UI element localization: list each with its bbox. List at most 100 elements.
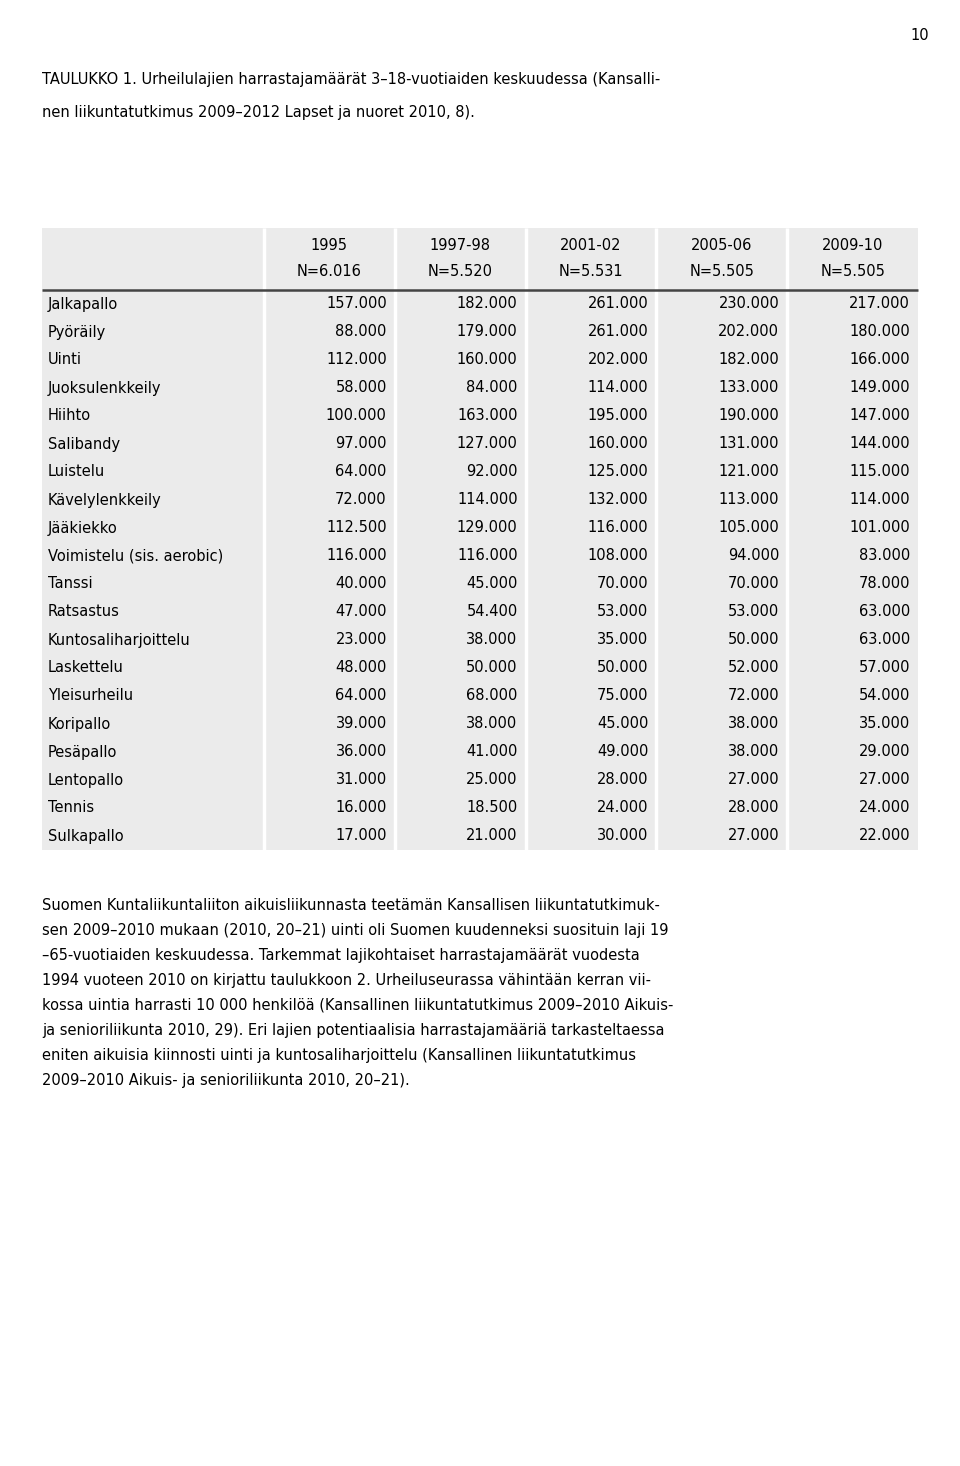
Text: 160.000: 160.000 [588, 437, 648, 452]
Text: Jääkiekko: Jääkiekko [48, 520, 118, 535]
Text: 84.000: 84.000 [467, 381, 517, 396]
Bar [42, 710, 918, 737]
Text: Yleisurheilu: Yleisurheilu [48, 689, 133, 704]
Text: kossa uintia harrasti 10 000 henkilöä (Kansallinen liikuntatutkimus 2009–2010 Ai: kossa uintia harrasti 10 000 henkilöä (K… [42, 998, 673, 1013]
Text: 114.000: 114.000 [588, 381, 648, 396]
Text: Kävelylenkkeily: Kävelylenkkeily [48, 493, 161, 507]
Text: Sulkapallo: Sulkapallo [48, 828, 124, 843]
Text: 112.000: 112.000 [326, 352, 387, 368]
Text: –65-vuotiaiden keskuudessa. Tarkemmat lajikohtaiset harrastajamäärät vuodesta: –65-vuotiaiden keskuudessa. Tarkemmat la… [42, 949, 639, 963]
Text: 230.000: 230.000 [718, 296, 780, 311]
Bar [42, 515, 918, 542]
Bar [42, 229, 918, 290]
Text: 1997-98: 1997-98 [430, 237, 491, 254]
Text: 53.000: 53.000 [728, 604, 780, 620]
Text: 28.000: 28.000 [728, 800, 780, 815]
Text: N=6.016: N=6.016 [297, 264, 362, 279]
Text: 40.000: 40.000 [335, 576, 387, 591]
Text: Tennis: Tennis [48, 800, 94, 815]
Text: 38.000: 38.000 [728, 717, 780, 732]
Text: 70.000: 70.000 [728, 576, 780, 591]
Text: 121.000: 121.000 [718, 465, 780, 479]
Bar [42, 654, 918, 682]
Text: 88.000: 88.000 [335, 324, 387, 340]
Text: Hiihto: Hiihto [48, 409, 91, 424]
Bar [42, 290, 918, 318]
Bar [42, 682, 918, 710]
Text: N=5.520: N=5.520 [428, 264, 492, 279]
Text: 113.000: 113.000 [719, 493, 780, 507]
Text: 157.000: 157.000 [326, 296, 387, 311]
Text: 72.000: 72.000 [728, 689, 780, 704]
Text: 63.000: 63.000 [859, 632, 910, 648]
Text: 70.000: 70.000 [597, 576, 648, 591]
Text: 1994 vuoteen 2010 on kirjattu taulukkoon 2. Urheiluseurassa vähintään kerran vii: 1994 vuoteen 2010 on kirjattu taulukkoon… [42, 973, 651, 988]
Text: 16.000: 16.000 [335, 800, 387, 815]
Text: Tanssi: Tanssi [48, 576, 92, 591]
Text: Kuntosaliharjoittelu: Kuntosaliharjoittelu [48, 632, 191, 648]
Text: 182.000: 182.000 [457, 296, 517, 311]
Bar [42, 318, 918, 346]
Text: 190.000: 190.000 [718, 409, 780, 424]
Text: 114.000: 114.000 [457, 493, 517, 507]
Text: 108.000: 108.000 [588, 548, 648, 563]
Text: Jalkapallo: Jalkapallo [48, 296, 118, 311]
Text: 133.000: 133.000 [719, 381, 780, 396]
Text: 160.000: 160.000 [457, 352, 517, 368]
Text: 72.000: 72.000 [335, 493, 387, 507]
Text: 182.000: 182.000 [718, 352, 780, 368]
Text: 202.000: 202.000 [588, 352, 648, 368]
Text: 41.000: 41.000 [467, 745, 517, 759]
Text: 50.000: 50.000 [728, 632, 780, 648]
Text: 31.000: 31.000 [336, 773, 387, 787]
Text: sen 2009–2010 mukaan (2010, 20–21) uinti oli Suomen kuudenneksi suosituin laji 1: sen 2009–2010 mukaan (2010, 20–21) uinti… [42, 924, 668, 938]
Text: 35.000: 35.000 [597, 632, 648, 648]
Text: 112.500: 112.500 [326, 520, 387, 535]
Text: 21.000: 21.000 [467, 828, 517, 843]
Text: Pyöräily: Pyöräily [48, 324, 107, 340]
Text: 45.000: 45.000 [597, 717, 648, 732]
Text: 48.000: 48.000 [335, 661, 387, 676]
Text: 18.500: 18.500 [467, 800, 517, 815]
Text: 147.000: 147.000 [850, 409, 910, 424]
Text: 68.000: 68.000 [467, 689, 517, 704]
Text: Uinti: Uinti [48, 352, 82, 368]
Text: 2009-10: 2009-10 [822, 237, 883, 254]
Text: Ratsastus: Ratsastus [48, 604, 120, 620]
Text: 127.000: 127.000 [457, 437, 517, 452]
Text: 38.000: 38.000 [728, 745, 780, 759]
Text: 35.000: 35.000 [859, 717, 910, 732]
Text: 30.000: 30.000 [597, 828, 648, 843]
Bar [42, 570, 918, 598]
Text: 129.000: 129.000 [457, 520, 517, 535]
Text: 36.000: 36.000 [336, 745, 387, 759]
Text: 2009–2010 Aikuis- ja senioriliikunta 2010, 20–21).: 2009–2010 Aikuis- ja senioriliikunta 201… [42, 1073, 410, 1088]
Text: 144.000: 144.000 [850, 437, 910, 452]
Text: 83.000: 83.000 [859, 548, 910, 563]
Text: 105.000: 105.000 [718, 520, 780, 535]
Text: 125.000: 125.000 [588, 465, 648, 479]
Text: 23.000: 23.000 [335, 632, 387, 648]
Text: 25.000: 25.000 [467, 773, 517, 787]
Text: 49.000: 49.000 [597, 745, 648, 759]
Text: 38.000: 38.000 [467, 632, 517, 648]
Text: 47.000: 47.000 [335, 604, 387, 620]
Text: 1995: 1995 [311, 237, 348, 254]
Text: 64.000: 64.000 [335, 465, 387, 479]
Bar [42, 598, 918, 626]
Bar [42, 542, 918, 570]
Text: 27.000: 27.000 [858, 773, 910, 787]
Bar [42, 795, 918, 822]
Text: 29.000: 29.000 [858, 745, 910, 759]
Text: 45.000: 45.000 [467, 576, 517, 591]
Bar [42, 737, 918, 767]
Bar [42, 626, 918, 654]
Text: 195.000: 195.000 [588, 409, 648, 424]
Text: 97.000: 97.000 [335, 437, 387, 452]
Text: 116.000: 116.000 [588, 520, 648, 535]
Text: 2005-06: 2005-06 [691, 237, 753, 254]
Text: 10: 10 [911, 28, 929, 43]
Text: N=5.531: N=5.531 [559, 264, 623, 279]
Text: 261.000: 261.000 [588, 296, 648, 311]
Bar [42, 374, 918, 402]
